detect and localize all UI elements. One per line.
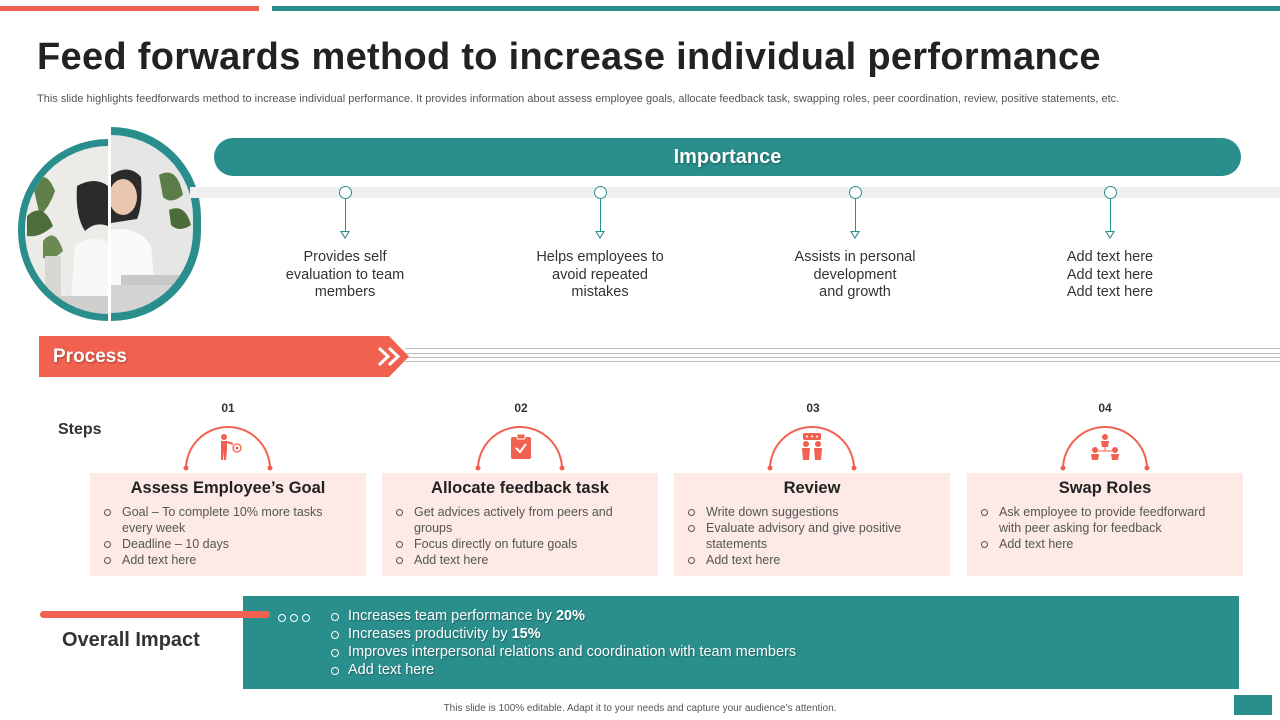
- timeline-connector: [344, 199, 346, 231]
- impact-label: Overall Impact: [62, 629, 200, 651]
- step-arc: [183, 426, 273, 471]
- step-number: 04: [1098, 401, 1112, 415]
- importance-line: Add text here: [1066, 284, 1154, 300]
- arrow-down-icon: [850, 231, 860, 239]
- step-bullet: Add text here: [686, 552, 938, 568]
- step-title: Assess Employee’s Goal: [130, 479, 326, 497]
- importance-text: Helps employees to avoid repeated mistak…: [520, 249, 680, 302]
- importance-line: evaluation to team: [285, 266, 405, 283]
- impact-text: Improves interpersonal relations and coo…: [348, 644, 797, 660]
- step-bullet-list: Ask employee to provide feedforward with…: [979, 504, 1231, 552]
- step-bullet: Add text here: [979, 536, 1231, 552]
- importance-line: Assists in personal: [794, 249, 916, 265]
- pointing-target-icon: [221, 434, 242, 460]
- timeline-connector: [1109, 199, 1111, 231]
- timeline-connector: [854, 199, 856, 231]
- impact-text: Add text here: [348, 662, 435, 678]
- step-bullet: Get advices actively from peers and grou…: [394, 504, 646, 536]
- step-number: 03: [806, 401, 820, 415]
- step-arc: [767, 426, 857, 471]
- step-number: 01: [221, 401, 235, 415]
- importance-line: mistakes: [571, 284, 629, 300]
- step-bullet-list: Get advices actively from peers and grou…: [394, 504, 646, 568]
- photo-ring-left: [18, 139, 108, 321]
- footer-note: This slide is 100% editable. Adapt it to…: [443, 703, 837, 714]
- arrow-down-icon: [340, 231, 350, 239]
- step-title: Swap Roles: [1058, 479, 1152, 497]
- importance-text: Provides self evaluation to team members: [265, 249, 425, 302]
- impact-item: Improves interpersonal relations and coo…: [330, 643, 796, 661]
- importance-line: Provides self: [303, 249, 387, 265]
- impact-box: [243, 596, 1239, 689]
- chevron-right-icon: [387, 346, 401, 367]
- steps-label: Steps: [58, 421, 102, 438]
- process-track-lines: [405, 348, 1280, 362]
- top-accent-bar-teal: [272, 6, 1280, 11]
- timeline-dot: [593, 186, 607, 199]
- step-bullet-list: Write down suggestions Evaluate advisory…: [686, 504, 938, 568]
- importance-item-2: Helps employees to avoid repeated mistak…: [520, 186, 680, 302]
- step-bullet: Ask employee to provide feedforward with…: [979, 504, 1231, 536]
- step-bullet: Evaluate advisory and give positive stat…: [686, 520, 938, 552]
- impact-accent-bar: [40, 611, 270, 618]
- timeline-dot: [338, 186, 352, 199]
- importance-line: Add text here: [1066, 249, 1154, 265]
- timeline-dot: [1103, 186, 1117, 199]
- people-discussion-icon: [802, 433, 822, 460]
- step-card-swap-roles: Swap Roles Ask employee to provide feedf…: [967, 473, 1243, 576]
- impact-item: Increases team performance by 20%: [330, 607, 796, 625]
- team-hierarchy-icon: [1091, 434, 1119, 460]
- top-accent-bar-coral: [0, 6, 259, 11]
- impact-item: Add text here: [330, 661, 796, 679]
- impact-list: Increases team performance by 20% Increa…: [330, 607, 796, 679]
- step-bullet: Deadline – 10 days: [102, 536, 354, 552]
- importance-line: Add text here: [1066, 266, 1154, 283]
- step-card-allocate-feedback: Allocate feedback task Get advices activ…: [382, 473, 658, 576]
- impact-text: Increases productivity by: [348, 626, 512, 642]
- importance-item-1: Provides self evaluation to team members: [265, 186, 425, 302]
- timeline-dot: [848, 186, 862, 199]
- slide-subtitle: This slide highlights feedforwards metho…: [37, 93, 1120, 105]
- importance-text: Add text here Add text here Add text her…: [1030, 249, 1190, 302]
- arrow-down-icon: [595, 231, 605, 239]
- step-title: Review: [783, 479, 841, 497]
- photo-ring-right: [111, 127, 201, 321]
- importance-line: members: [314, 284, 376, 300]
- step-bullet: Focus directly on future goals: [394, 536, 646, 552]
- importance-track: [190, 187, 1280, 198]
- importance-line: development: [813, 266, 897, 283]
- chevron-right-icon: [377, 346, 391, 367]
- corner-accent-block: [1234, 695, 1272, 715]
- step-bullet: Write down suggestions: [686, 504, 938, 520]
- slide-title: Feed forwards method to increase individ…: [37, 36, 1101, 78]
- decorative-dots-icon: [278, 609, 314, 627]
- step-title: Allocate feedback task: [431, 479, 609, 497]
- importance-item-4: Add text here Add text here Add text her…: [1030, 186, 1190, 302]
- importance-line: Helps employees to: [536, 249, 664, 265]
- importance-text: Assists in personal development and grow…: [775, 249, 935, 302]
- process-label: Process: [53, 346, 127, 367]
- step-card-review: Review Write down suggestions Evaluate a…: [674, 473, 950, 576]
- step-bullet-list: Goal – To complete 10% more tasks every …: [102, 504, 354, 568]
- step-arc: [475, 426, 565, 471]
- importance-line: avoid repeated: [552, 266, 648, 283]
- impact-value: 20%: [555, 608, 585, 624]
- step-bullet: Add text here: [394, 552, 646, 568]
- step-bullet: Goal – To complete 10% more tasks every …: [102, 504, 354, 536]
- employee-photo: [18, 127, 202, 323]
- importance-item-3: Assists in personal development and grow…: [775, 186, 935, 302]
- process-banner: [39, 336, 409, 377]
- clipboard-check-icon: [511, 433, 531, 459]
- timeline-connector: [599, 199, 601, 231]
- importance-line: and growth: [819, 284, 891, 300]
- arrow-down-icon: [1105, 231, 1115, 239]
- impact-text: Increases team performance by: [348, 608, 556, 624]
- step-card-assess-goal: Assess Employee’s Goal Goal – To complet…: [90, 473, 366, 576]
- importance-banner: Importance: [214, 138, 1241, 176]
- impact-item: Increases productivity by 15%: [330, 625, 796, 643]
- step-arc: [1060, 426, 1150, 471]
- step-number: 02: [514, 401, 528, 415]
- step-bullet: Add text here: [102, 552, 354, 568]
- impact-value: 15%: [511, 626, 541, 642]
